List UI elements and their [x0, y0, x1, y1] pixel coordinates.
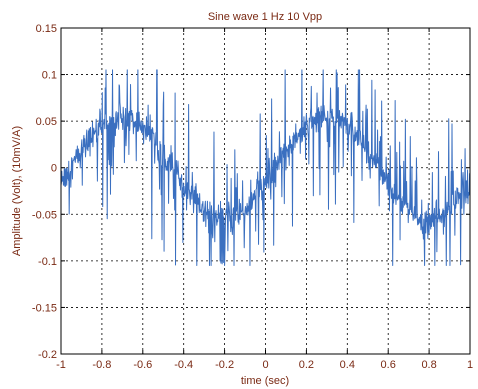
x-tick-label: -0.6	[133, 359, 152, 371]
x-tick-label: 0.4	[340, 359, 355, 371]
y-tick-label: -0.05	[32, 209, 57, 221]
y-tick-label: 0.05	[36, 116, 57, 128]
y-tick-label: -0.1	[38, 256, 57, 268]
y-ticks: -0.2 -0.15 -0.1 -0.05 0 0.05 0.1 0.15	[32, 23, 470, 361]
y-tick-label: 0.1	[42, 70, 57, 82]
y-axis-title: Amplitude (Volt), (10mV/A)	[11, 126, 23, 256]
y-tick-label: -0.2	[38, 349, 57, 361]
x-tick-label: 0.6	[381, 359, 396, 371]
plot-area	[61, 28, 470, 354]
x-tick-label: -0.8	[92, 359, 111, 371]
y-tick-label: 0	[51, 163, 57, 175]
x-ticks: -1 -0.8 -0.6 -0.4 -0.2 0 0.2 0.4 0.6 0.8 1	[56, 28, 473, 371]
x-tick-label: -1	[56, 359, 66, 371]
grid-layer	[61, 28, 470, 354]
x-tick-label: 0.2	[299, 359, 314, 371]
chart-title: Sine wave 1 Hz 10 Vpp	[208, 11, 322, 23]
x-tick-label: 1	[467, 359, 473, 371]
x-tick-label: 0.8	[421, 359, 436, 371]
x-tick-label: -0.2	[215, 359, 234, 371]
series-line	[60, 69, 471, 267]
x-tick-label: -0.4	[174, 359, 193, 371]
x-axis-title: time (sec)	[241, 375, 289, 387]
series-layer	[60, 69, 471, 267]
y-tick-label: 0.15	[36, 23, 57, 35]
x-tick-label: 0	[262, 359, 268, 371]
y-tick-label: -0.15	[32, 302, 57, 314]
